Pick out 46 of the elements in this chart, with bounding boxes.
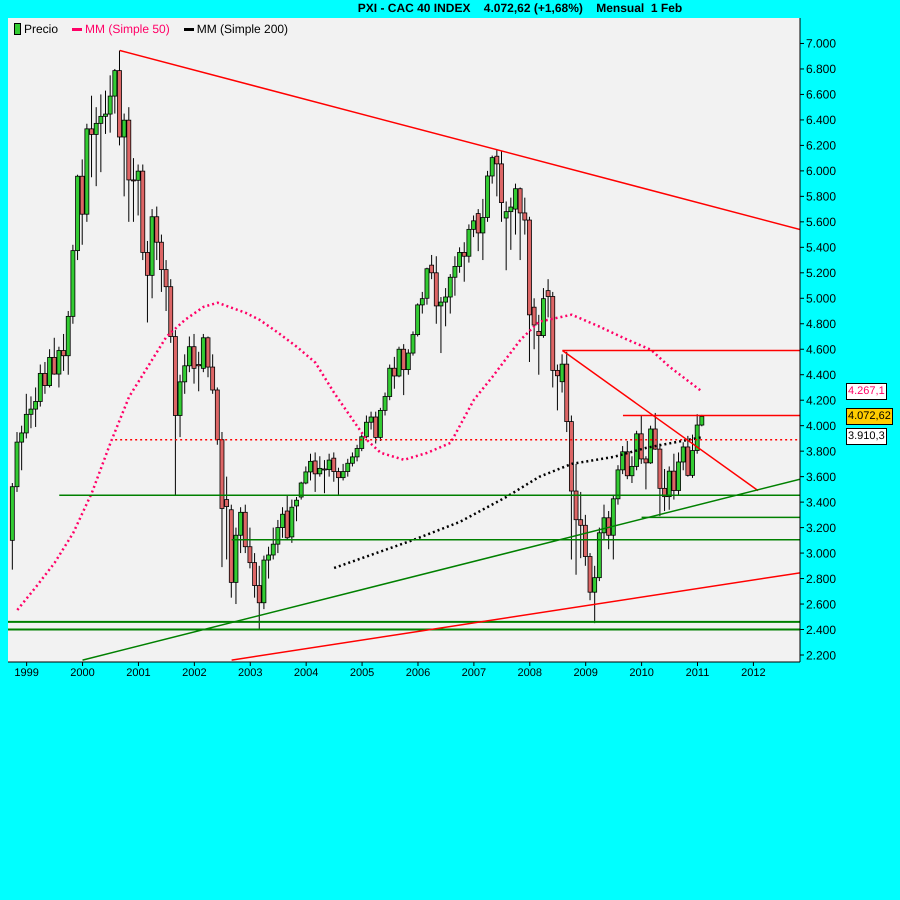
y-tick-label: 2.800 (806, 572, 836, 586)
y-tick-label: 5.600 (806, 215, 836, 230)
x-tick-label: 2004 (294, 666, 318, 679)
x-tick-label: 2012 (741, 666, 766, 679)
x-tick-label: 2002 (182, 666, 207, 679)
x-tick-label: 2007 (462, 666, 486, 679)
y-tick-label: 2.400 (806, 622, 836, 637)
legend-label: MM (Simple 200) (196, 22, 288, 36)
text: 4.072,62 (846, 408, 893, 424)
y-tick-label: 3.200 (806, 520, 836, 535)
y-tick-label: 6.200 (806, 138, 836, 153)
x-tick-label: 2009 (573, 666, 598, 679)
y-tick-label: 7.000 (806, 36, 836, 51)
x-tick-label: 2003 (238, 666, 262, 679)
x-tick-label: 2008 (518, 666, 542, 679)
x-tick-label: 2000 (70, 666, 95, 679)
y-tick-label: 6.000 (806, 164, 836, 178)
legend-label: Precio (23, 22, 58, 36)
text: 4.267,1 (846, 382, 887, 400)
y-tick-label: 3.600 (806, 470, 836, 484)
y-tick-label: 5.400 (806, 240, 836, 255)
y-tick-label: 2.200 (806, 648, 836, 662)
y-tick-label: 6.600 (806, 88, 836, 102)
y-tick-label: 4.000 (806, 418, 836, 433)
y-tick-label: 3.000 (806, 546, 836, 560)
y-tick-label: 5.800 (806, 190, 836, 204)
y-tick-label: 3.400 (806, 495, 836, 510)
x-tick-label: 2006 (406, 666, 430, 679)
x-tick-label: 2011 (686, 666, 710, 679)
chart-title: PXI - CAC 40 INDEX 4.072,62 (+1,68%) Mensual 1 Feb (356, 1, 684, 15)
y-tick-label: 6.800 (806, 62, 836, 76)
y-tick-label: 5.000 (806, 292, 836, 306)
text: 3.910,3 (846, 428, 887, 446)
y-tick-label: 3.800 (806, 444, 836, 458)
x-tick-label: 2010 (629, 666, 654, 679)
x-tick-label: 2001 (126, 666, 151, 679)
y-tick-label: 4.200 (806, 393, 836, 408)
y-tick-label: 6.400 (806, 113, 836, 128)
x-tick-label: 1999 (14, 666, 39, 679)
x-tick-label: 2005 (350, 666, 374, 679)
y-tick-label: 2.600 (806, 597, 836, 612)
y-tick-label: 4.400 (806, 368, 836, 382)
y-tick-label: 5.200 (806, 266, 836, 280)
y-tick-label: 4.800 (806, 317, 836, 332)
y-tick-label: 4.600 (806, 342, 836, 356)
legend-label: MM (Simple 50) (84, 22, 170, 36)
